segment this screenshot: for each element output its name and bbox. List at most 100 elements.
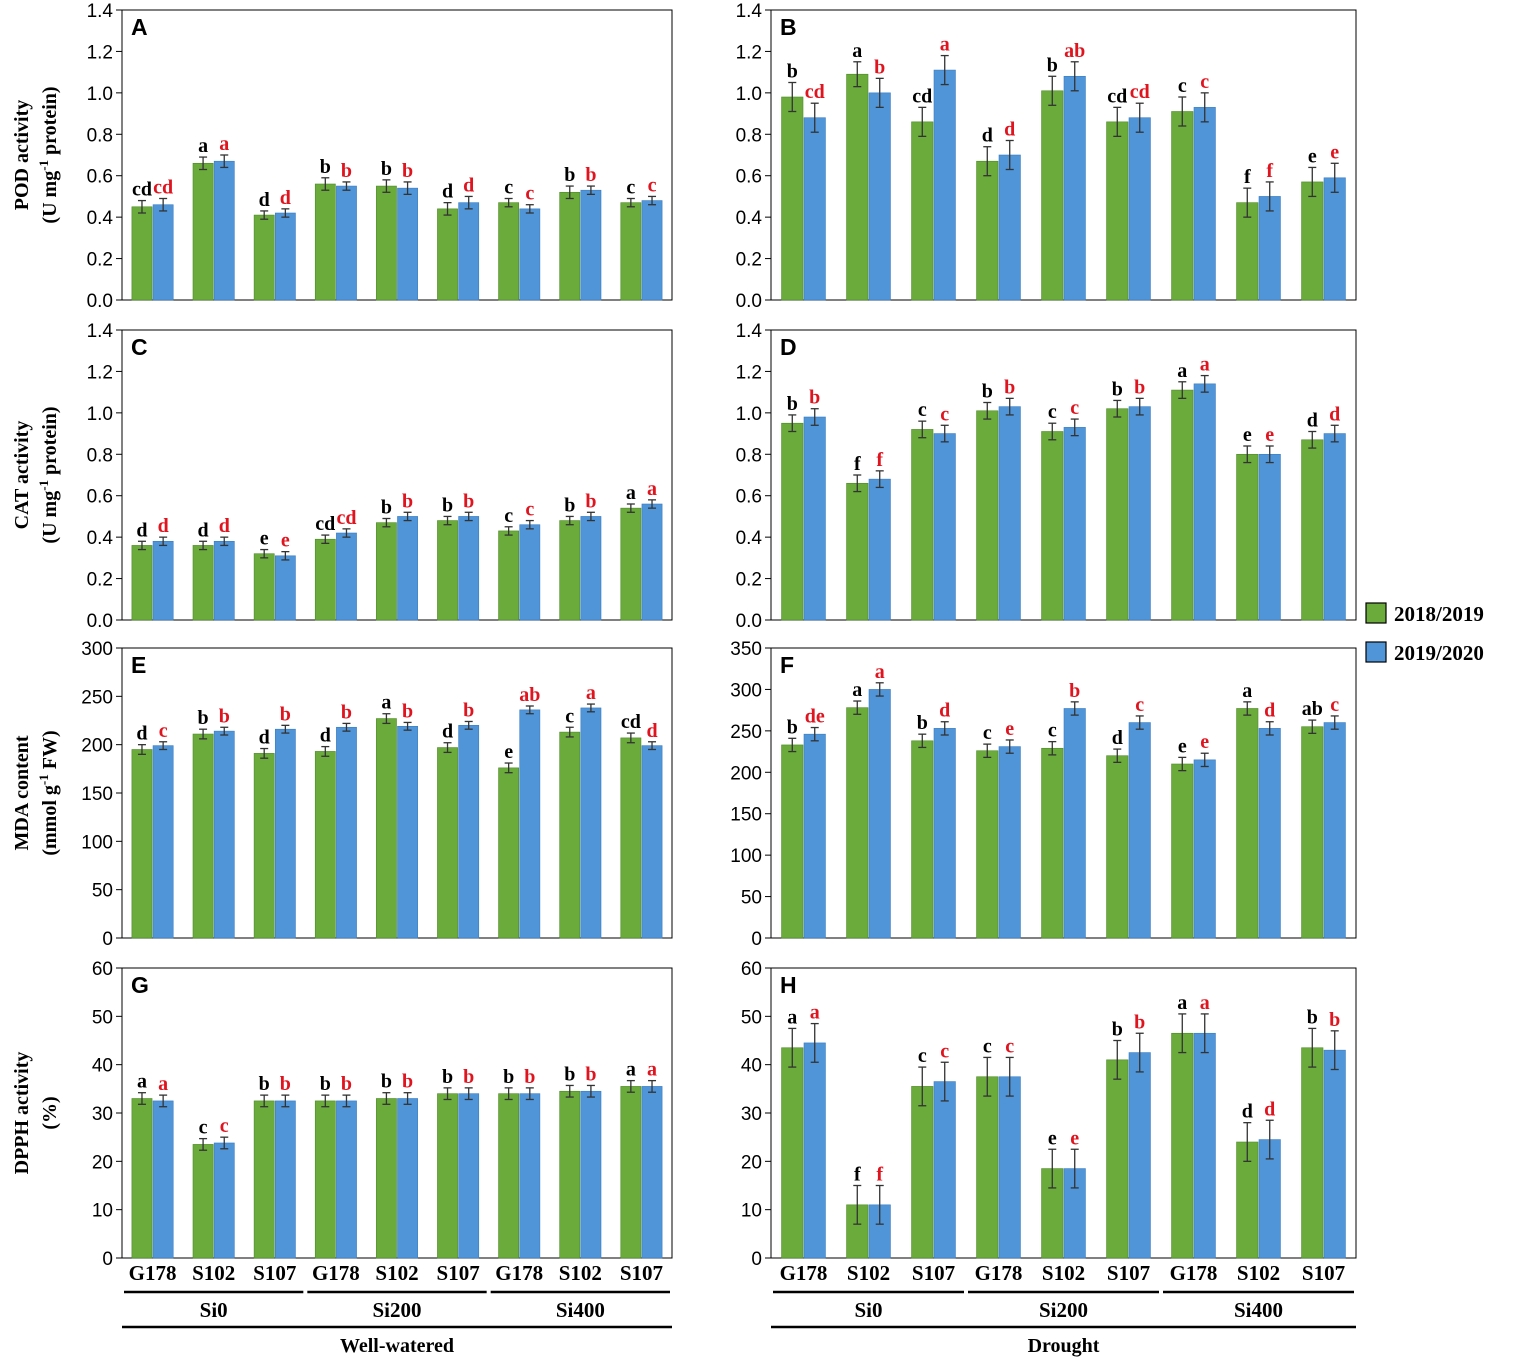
bar	[1301, 181, 1324, 301]
significance-letter: d	[320, 725, 331, 747]
significance-letter: d	[136, 519, 147, 541]
bar	[580, 707, 602, 939]
y-tick-label: 50	[92, 881, 113, 902]
significance-letter: c	[1330, 694, 1339, 716]
bar	[213, 1142, 235, 1259]
bar	[559, 520, 581, 621]
significance-letter: b	[463, 1066, 474, 1088]
legend-swatch	[1365, 641, 1387, 663]
significance-letter: c	[626, 177, 635, 199]
y-axis-unit: (U mg-1 protein)	[36, 86, 61, 223]
bar	[1171, 111, 1194, 301]
y-tick-label: 1.2	[736, 42, 762, 63]
significance-letter: cd	[1107, 85, 1127, 107]
bar	[846, 707, 869, 939]
bar	[336, 1100, 357, 1259]
y-tick-label: 0.8	[736, 445, 762, 466]
significance-letter: b	[402, 160, 413, 182]
significance-letter: b	[341, 160, 352, 182]
bar	[314, 183, 336, 301]
bar	[152, 1100, 174, 1259]
significance-letter: b	[503, 1066, 514, 1088]
significance-letter: de	[805, 706, 825, 728]
y-tick-label: 1.4	[87, 1, 114, 22]
significance-letter: b	[463, 699, 474, 721]
bar	[1106, 755, 1129, 939]
bar	[559, 1090, 581, 1259]
significance-letter: cd	[153, 177, 173, 199]
significance-letter: a	[810, 1002, 820, 1024]
category-label: G178	[495, 1261, 543, 1285]
y-tick-label: 0.2	[87, 570, 113, 591]
bar	[458, 1093, 480, 1259]
significance-letter: d	[1264, 1098, 1275, 1120]
bar	[498, 1093, 520, 1259]
y-tick-label: 1.4	[736, 1, 763, 22]
y-tick-label: 10	[741, 1201, 762, 1222]
bar	[1323, 722, 1346, 939]
bar	[580, 1090, 602, 1259]
y-tick-label: 50	[741, 1007, 762, 1028]
bar	[376, 185, 397, 301]
bar	[131, 206, 153, 301]
significance-letter: f	[854, 1164, 861, 1186]
significance-letter: f	[1266, 160, 1273, 182]
y-tick-label: 0.4	[736, 208, 763, 229]
category-label: G178	[1170, 1261, 1218, 1285]
bar	[519, 709, 541, 939]
bar	[1171, 389, 1194, 621]
significance-letter: d	[219, 515, 230, 537]
bar	[1041, 431, 1064, 621]
category-label: G178	[312, 1261, 360, 1285]
significance-letter: c	[199, 1117, 208, 1139]
significance-letter: b	[1329, 1009, 1340, 1031]
significance-letter: c	[504, 505, 513, 527]
y-tick-label: 30	[92, 1104, 113, 1125]
y-tick-label: 1.0	[736, 404, 762, 425]
y-tick-label: 1.0	[87, 84, 113, 105]
significance-letter: b	[787, 716, 798, 738]
significance-letter: cd	[315, 513, 335, 535]
bar	[1106, 121, 1129, 301]
significance-letter: d	[259, 727, 270, 749]
y-tick-label: 30	[741, 1104, 762, 1125]
significance-letter: e	[504, 741, 513, 763]
bar	[519, 1093, 541, 1259]
panel-letter: D	[780, 334, 797, 360]
significance-letter: b	[787, 61, 798, 83]
bar	[1063, 708, 1086, 939]
bar	[998, 154, 1021, 301]
bar	[213, 540, 235, 621]
significance-letter: b	[219, 705, 230, 727]
y-axis-unit: (U mg-1 protein)	[36, 406, 61, 543]
bar	[1128, 722, 1151, 939]
significance-letter: e	[1200, 731, 1209, 753]
y-tick-label: 100	[730, 846, 762, 867]
category-label: S102	[192, 1261, 235, 1285]
y-tick-label: 350	[730, 639, 762, 660]
significance-letter: d	[1112, 727, 1123, 749]
y-axis-title: CAT activity	[11, 421, 33, 530]
panel-letter: A	[131, 14, 148, 40]
significance-letter: e	[1005, 718, 1014, 740]
bar	[781, 744, 804, 939]
category-label: G178	[129, 1261, 177, 1285]
category-label: S102	[1042, 1261, 1085, 1285]
significance-letter: e	[1308, 145, 1317, 167]
bar	[274, 1100, 296, 1259]
category-label: S102	[375, 1261, 418, 1285]
y-tick-label: 20	[741, 1152, 762, 1173]
y-axis-label: CAT activity (U mg-1 protein)	[11, 406, 61, 543]
bar	[1041, 747, 1064, 939]
bar	[1301, 726, 1324, 939]
bar	[498, 767, 520, 939]
significance-letter: c	[1048, 720, 1057, 742]
bar	[868, 689, 891, 939]
y-tick-label: 1.4	[87, 321, 114, 342]
y-axis-title: DPPH activity	[11, 1052, 33, 1175]
y-tick-label: 1.0	[87, 404, 113, 425]
significance-letter: c	[983, 722, 992, 744]
